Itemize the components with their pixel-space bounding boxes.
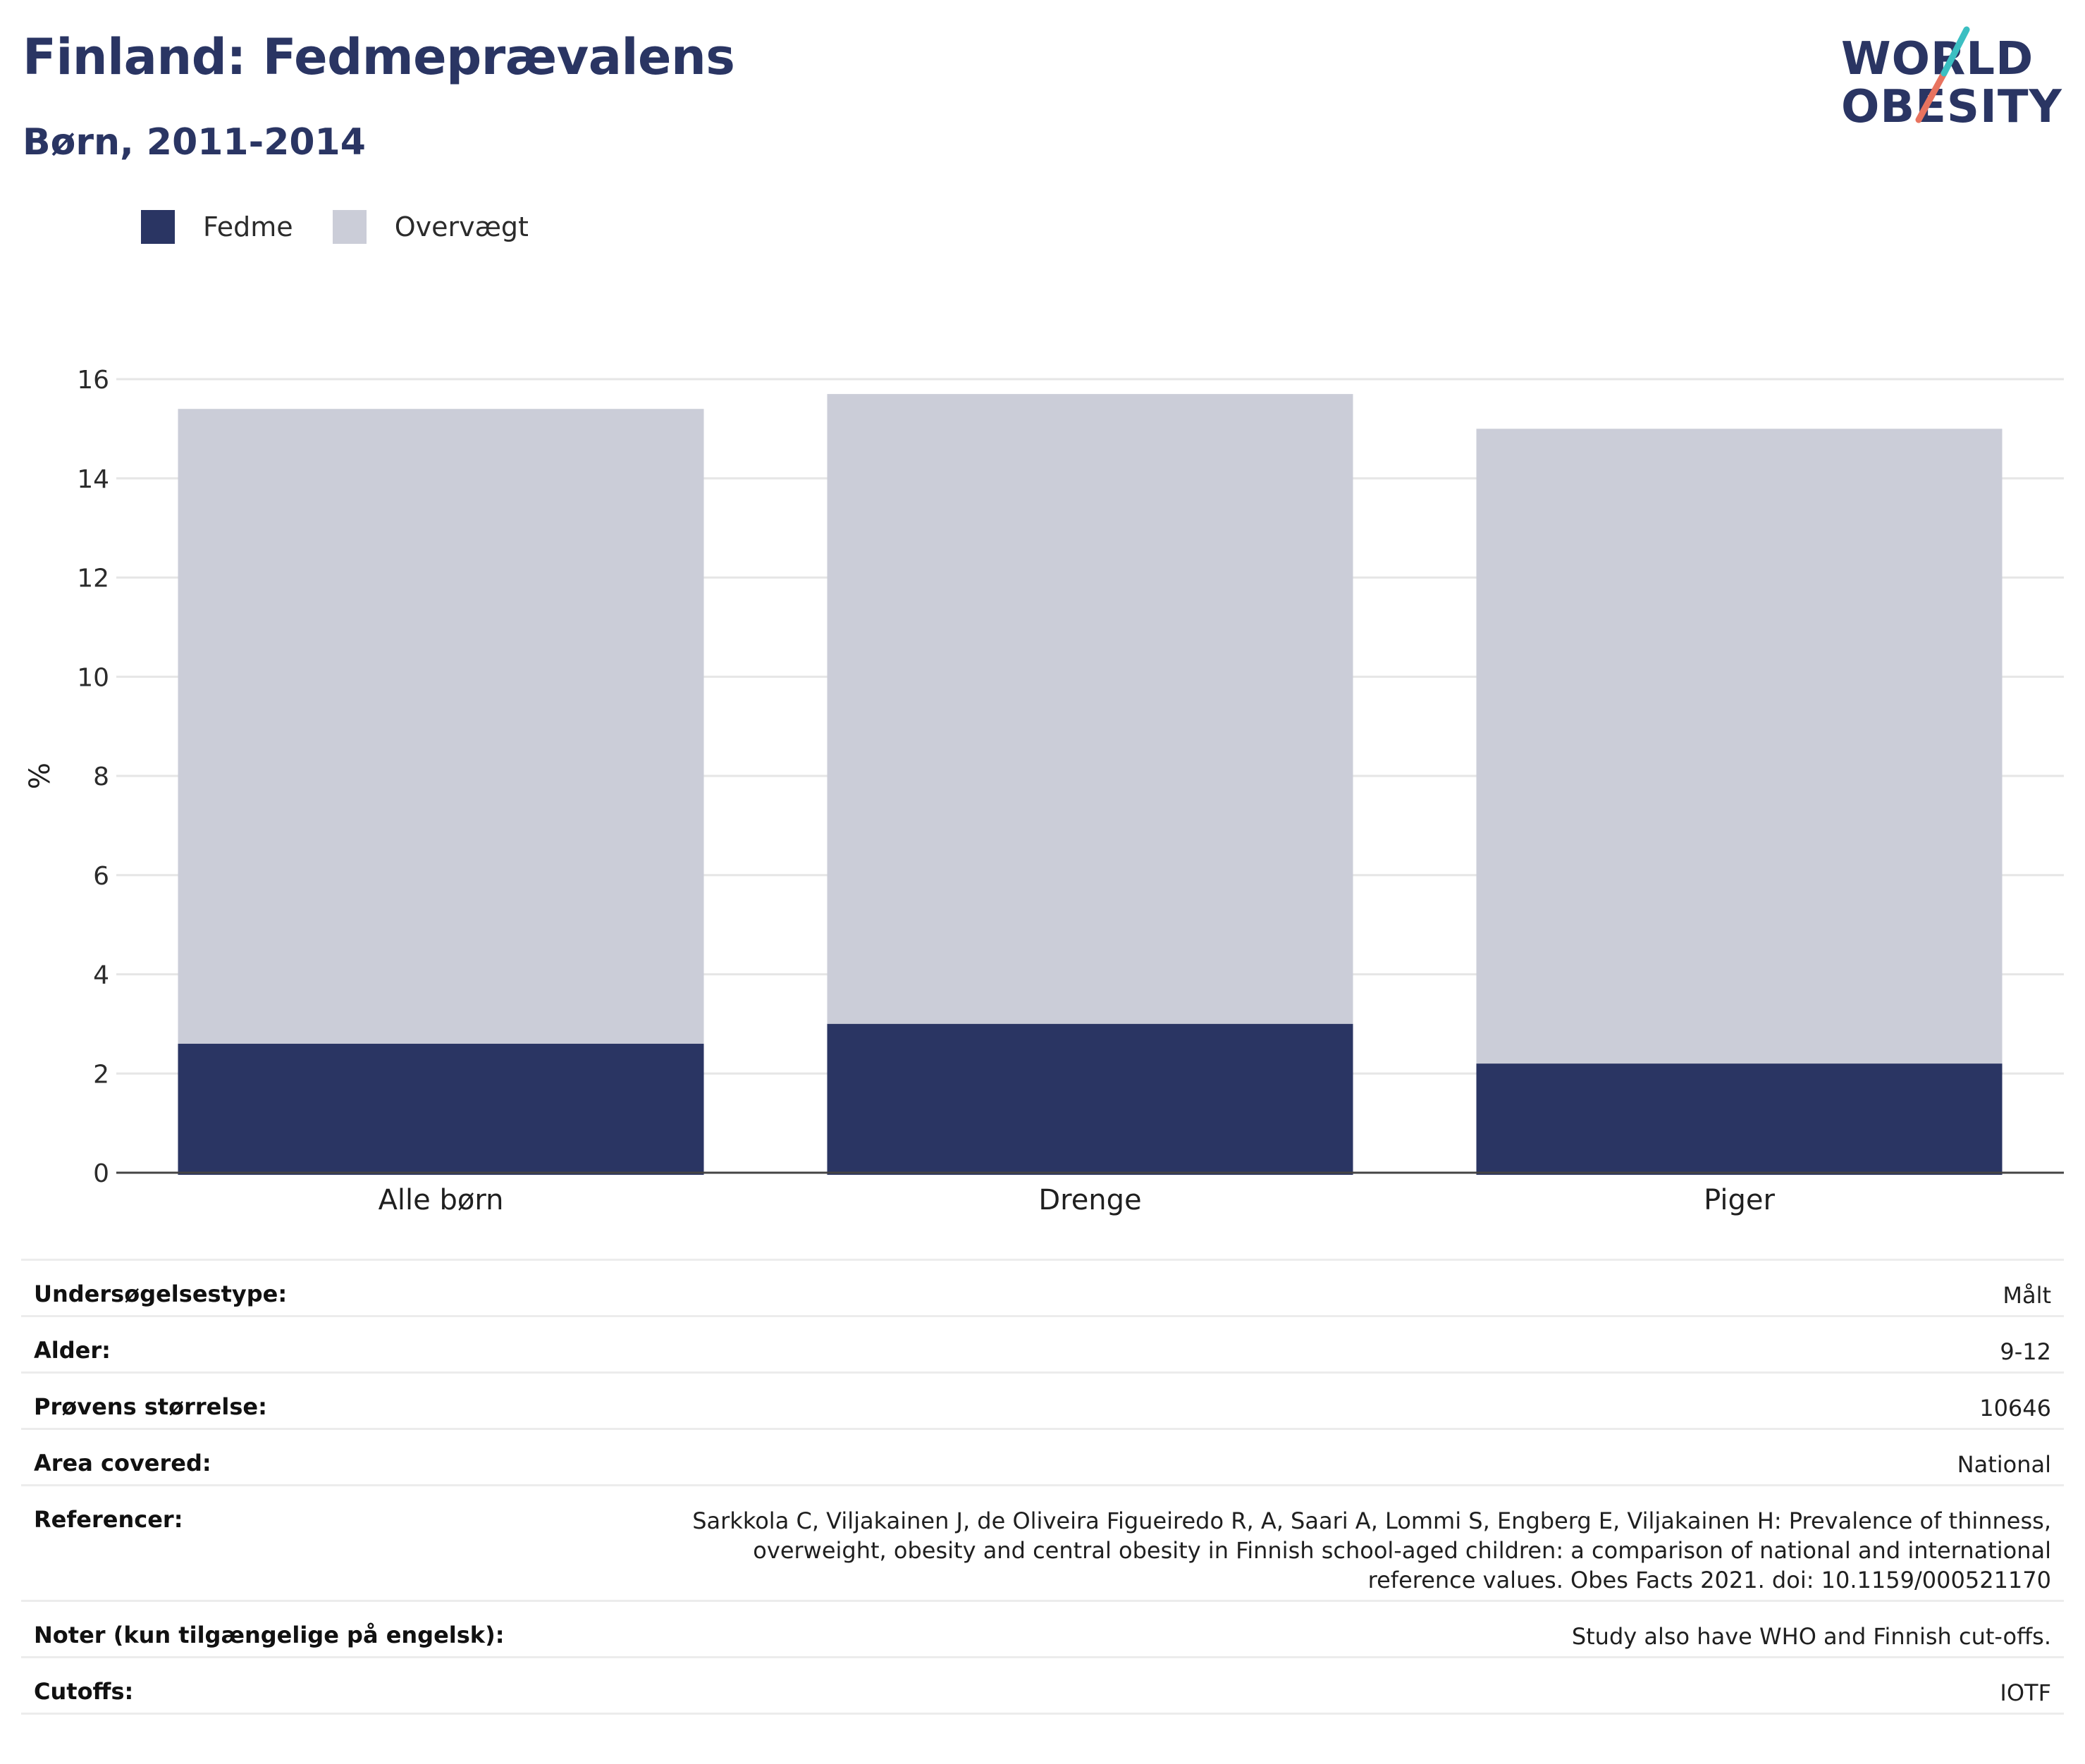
bar-fedme xyxy=(827,1023,1353,1175)
info-label: Undersøgelsestype: xyxy=(34,1281,288,1307)
info-value: 9-12 xyxy=(656,1316,2064,1373)
bar-fedme xyxy=(178,1044,704,1175)
y-tick-label: 14 xyxy=(77,465,109,494)
info-value-text: Målt xyxy=(2003,1282,2051,1309)
world-obesity-logo: WORLD OBESITY xyxy=(1841,21,2067,148)
info-value-text: 10646 xyxy=(1979,1395,2051,1421)
y-tick-label: 10 xyxy=(77,663,109,692)
legend-swatch-overvaegt xyxy=(332,210,367,244)
info-row: Noter (kun tilgængelige på engelsk): Stud… xyxy=(21,1600,2064,1658)
info-row: Alder: 9-12 xyxy=(21,1316,2064,1373)
bar-chart: 0 2 4 6 8 10 12 14 16% Alle børn Drenge Piger xyxy=(24,366,2064,1216)
y-tick-label: 4 xyxy=(93,961,109,990)
y-tick-label: 2 xyxy=(93,1060,109,1089)
info-value: 10646 xyxy=(656,1373,2064,1429)
logo-line-2: OBESITY xyxy=(1841,81,2062,133)
info-value: Målt xyxy=(656,1260,2064,1316)
logo-slash-icon xyxy=(1915,26,1970,123)
info-value: Sarkkola C, Viljakainen J, de Oliveira F… xyxy=(656,1486,2064,1601)
info-label: Noter (kun tilgængelige på engelsk): xyxy=(34,1622,505,1648)
info-row: Prøvens størrelse: 10646 xyxy=(21,1372,2064,1429)
y-axis-label: % xyxy=(24,763,56,789)
info-label: Cutoffs: xyxy=(34,1678,134,1705)
info-value-text: National xyxy=(1957,1451,2051,1478)
legend-label-overvaegt: Overvægt xyxy=(394,211,529,242)
y-tick-label: 16 xyxy=(77,366,109,395)
y-tick-label: 8 xyxy=(93,763,109,791)
x-tick-label: Drenge xyxy=(1038,1184,1141,1216)
chart-legend: Fedme Overvægt xyxy=(141,210,568,244)
info-value: National xyxy=(656,1429,2064,1486)
legend-swatch-fedme xyxy=(141,210,175,244)
info-label: Prøvens størrelse: xyxy=(34,1393,267,1420)
x-tick-label: Piger xyxy=(1704,1184,1775,1216)
info-row: Area covered: National xyxy=(21,1429,2064,1486)
y-tick-label: 0 xyxy=(93,1159,109,1188)
legend-label-fedme: Fedme xyxy=(203,211,293,242)
info-value-text: IOTF xyxy=(2000,1679,2051,1706)
info-value-text: Study also have WHO and Finnish cut-offs… xyxy=(1571,1623,2051,1650)
page-subtitle: Børn, 2011-2014 xyxy=(23,121,366,164)
logo-line-1: WORLD xyxy=(1841,33,2034,85)
legend-item-fedme[interactable]: Fedme xyxy=(141,210,293,244)
info-label: Referencer: xyxy=(34,1506,183,1533)
page-title: Finland: Fedmeprævalens xyxy=(23,28,735,86)
info-value: IOTF xyxy=(656,1658,2064,1714)
legend-item-overvaegt[interactable]: Overvægt xyxy=(332,210,529,244)
y-tick-label: 6 xyxy=(93,862,109,891)
info-row: Cutoffs: IOTF xyxy=(21,1657,2064,1714)
info-row: Undersøgelsestype: Målt xyxy=(21,1259,2064,1316)
info-label: Alder: xyxy=(34,1337,111,1364)
info-row: Referencer: Sarkkola C, Viljakainen J, de… xyxy=(21,1485,2064,1601)
info-value: Study also have WHO and Finnish cut-offs… xyxy=(656,1601,2064,1658)
x-tick-label: Alle børn xyxy=(379,1184,504,1216)
y-tick-label: 12 xyxy=(77,565,109,593)
info-value-text: 9-12 xyxy=(2000,1338,2051,1365)
info-label: Area covered: xyxy=(34,1450,211,1476)
bar-fedme xyxy=(1476,1063,2003,1175)
study-info-table: Undersøgelsestype: Målt Alder: 9-12 Prøvens … xyxy=(21,1259,2064,1715)
info-value-text: Sarkkola C, Viljakainen J, de Oliveira F… xyxy=(692,1507,2051,1593)
bar-overvaegt xyxy=(1476,428,2003,1175)
